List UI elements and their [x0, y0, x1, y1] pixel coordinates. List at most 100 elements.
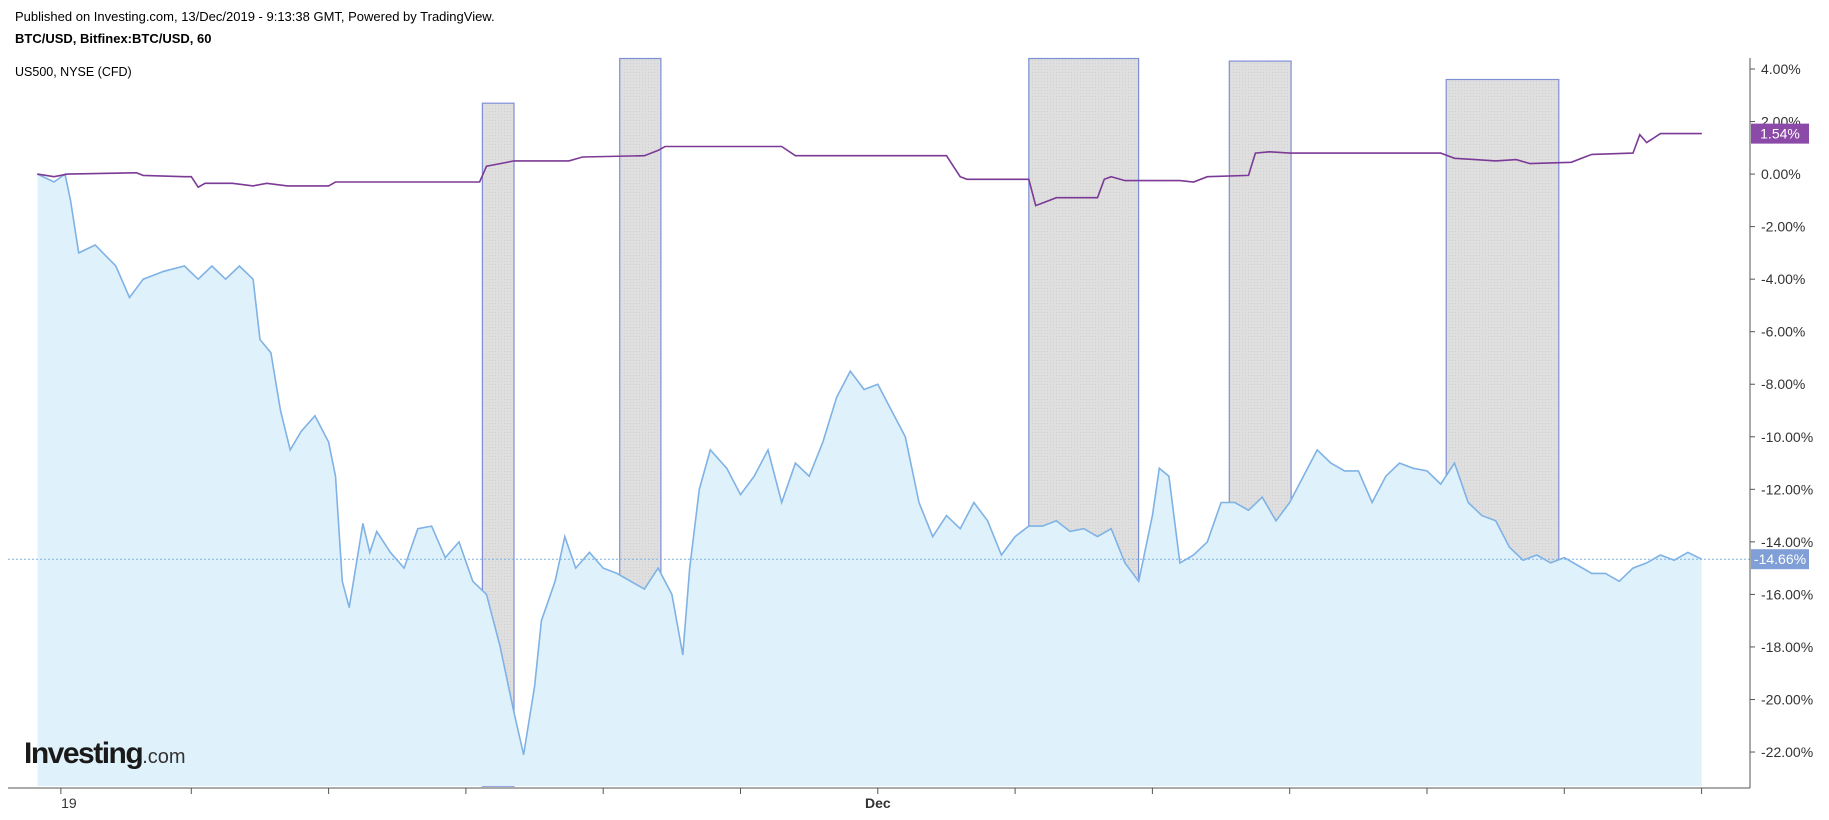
btc-point-107: [1412, 467, 1414, 469]
btc-point-94: [1234, 502, 1236, 503]
btc-point-65: [849, 370, 851, 372]
btc-point-54: [698, 488, 700, 490]
btc-point-85: [1124, 562, 1126, 564]
btc-point-30: [403, 567, 405, 569]
btc-point-66: [863, 389, 865, 390]
btc-point-117: [1550, 562, 1552, 564]
us500-point-12: [286, 185, 288, 187]
btc-point-76: [1000, 554, 1002, 556]
btc-point-126: [1673, 559, 1675, 561]
btc-point-17: [270, 352, 272, 354]
btc-point-99: [1302, 475, 1304, 477]
btc-point-58: [753, 475, 755, 477]
btc-last-badge-bg: [1751, 549, 1809, 570]
btc-point-21: [314, 415, 316, 417]
btc-point-41: [540, 620, 542, 622]
btc-point-122: [1618, 580, 1620, 582]
btc-point-16: [259, 339, 261, 341]
us500-point-29: [966, 178, 968, 180]
us500-point-7: [197, 186, 199, 188]
us500-point-21: [643, 155, 645, 157]
us500-point-25: [794, 155, 796, 157]
btc-point-61: [794, 462, 796, 464]
btc-point-46: [602, 567, 604, 569]
us500-point-36: [1103, 178, 1105, 180]
us500-point-57: [1646, 142, 1648, 144]
logo-suffix: .com: [142, 746, 186, 768]
btc-last-badge-text: -14.66%: [1754, 551, 1806, 567]
btc-point-4: [78, 252, 80, 254]
us500-point-37: [1110, 176, 1112, 178]
btc-point-92: [1206, 541, 1208, 543]
y-tick-label-0: 4.00%: [1761, 61, 1801, 77]
btc-point-119: [1577, 565, 1579, 566]
btc-point-5: [94, 244, 96, 246]
btc-point-42: [554, 580, 556, 582]
btc-point-89: [1168, 475, 1170, 477]
btc-point-55: [709, 449, 711, 451]
btc-point-101: [1330, 462, 1332, 464]
btc-point-22: [328, 441, 330, 443]
btc-point-20: [300, 431, 302, 432]
us500-point-42: [1248, 174, 1249, 176]
btc-point-81: [1069, 530, 1071, 532]
btc-point-1: [53, 181, 55, 183]
btc-point-90: [1179, 562, 1181, 564]
btc-point-3: [70, 199, 71, 201]
us500-point-31: [1028, 178, 1030, 180]
us500-point-1: [53, 176, 55, 178]
us500-point-9: [232, 182, 233, 184]
us500-point-35: [1097, 197, 1098, 199]
btc-point-9: [163, 270, 165, 272]
us500-point-30: [994, 178, 995, 180]
btc-point-110: [1454, 462, 1455, 464]
btc-point-39: [523, 754, 525, 756]
us500-point-16: [486, 165, 487, 167]
btc-point-14: [238, 265, 240, 267]
btc-point-27: [369, 551, 371, 553]
us500-point-11: [266, 182, 268, 184]
us500-point-3: [135, 172, 137, 174]
btc-point-51: [671, 593, 673, 595]
y-tick-label-7: -10.00%: [1761, 429, 1813, 445]
btc-point-12: [211, 265, 213, 267]
us500-point-45: [1289, 152, 1291, 154]
btc-point-106: [1399, 462, 1400, 464]
btc-point-121: [1605, 572, 1606, 574]
btc-point-10: [183, 265, 185, 267]
y-tick-label-9: -14.00%: [1761, 534, 1813, 550]
btc-series: [8, 172, 1750, 787]
btc-point-38: [513, 712, 515, 714]
us500-point-20: [582, 156, 584, 158]
us500-point-23: [664, 146, 666, 147]
us500-point-28: [959, 176, 961, 178]
us500-point-39: [1179, 180, 1181, 182]
btc-point-111: [1467, 502, 1469, 503]
btc-point-88: [1158, 467, 1160, 469]
btc-point-113: [1495, 520, 1497, 522]
us500-point-26: [946, 155, 947, 157]
btc-point-45: [589, 551, 590, 553]
btc-point-49: [643, 588, 645, 590]
btc-point-48: [630, 580, 632, 582]
us500-point-47: [1454, 157, 1455, 159]
us500-point-33: [1042, 202, 1044, 204]
btc-point-83: [1097, 536, 1098, 538]
us500-point-54: [1591, 153, 1593, 155]
us500-point-17: [499, 163, 501, 165]
y-tick-label-3: -2.00%: [1761, 219, 1805, 235]
btc-point-24: [341, 580, 343, 582]
btc-point-115: [1522, 559, 1524, 561]
btc-point-84: [1110, 528, 1112, 530]
btc-point-74: [973, 502, 975, 503]
btc-point-95: [1248, 509, 1249, 511]
btc-point-78: [1028, 525, 1030, 527]
btc-point-15: [252, 278, 254, 280]
btc-point-104: [1371, 502, 1373, 503]
us500-point-22: [657, 149, 659, 151]
btc-point-11: [197, 278, 199, 280]
btc-point-116: [1536, 554, 1538, 556]
investing-logo: Investing.com: [24, 737, 186, 771]
y-tick-label-13: -22.00%: [1761, 744, 1813, 760]
